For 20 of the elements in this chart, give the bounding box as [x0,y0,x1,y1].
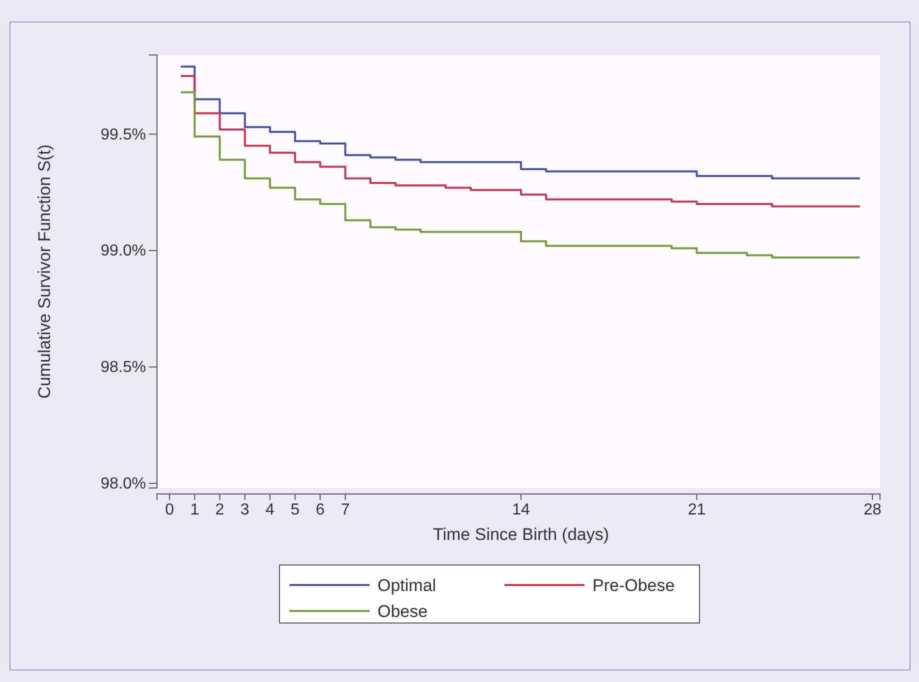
legend-label: Pre-Obese [592,576,675,595]
x-tick-label: 3 [240,501,250,518]
legend-label: Obese [378,602,428,621]
x-tick-label: 28 [864,501,882,518]
x-tick-label: 1 [190,501,200,518]
x-tick-label: 6 [316,501,325,518]
x-tick-label: 2 [215,501,224,518]
y-tick-label: 99.5% [100,126,146,144]
y-tick-label: 99.0% [100,242,146,260]
x-tick-label: 21 [688,501,706,518]
x-tick-label: 4 [266,501,275,518]
x-axis-title: Time Since Birth (days) [432,525,610,544]
x-tick-label: 7 [340,501,350,518]
x-tick-label: 14 [512,501,530,518]
legend-label: Optimal [378,576,436,595]
x-tick-label: 5 [290,501,300,518]
y-axis-title: Cumulative Survivor Function S(t) [35,144,54,399]
y-tick-label: 98.5% [100,359,146,376]
y-tick-label: 98.0% [100,475,146,492]
x-tick-label: 0 [165,501,174,518]
